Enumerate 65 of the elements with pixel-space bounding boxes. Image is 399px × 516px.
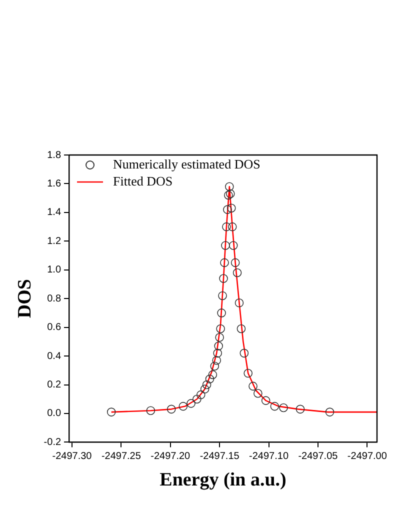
point <box>196 390 206 400</box>
y-tick-label: -0.2 <box>44 436 62 448</box>
y-tick-label: 1.6 <box>47 178 62 190</box>
point <box>146 406 156 416</box>
point <box>218 291 227 300</box>
legend-label: Fitted DOS <box>113 173 173 188</box>
y-axis-title: DOS <box>14 279 36 318</box>
y-tick-label: 1.8 <box>47 150 62 161</box>
point <box>254 388 262 398</box>
point <box>230 258 240 268</box>
y-tick-label: 1.2 <box>47 236 62 247</box>
x-tick-label: -2497.30 <box>52 450 92 462</box>
x-tick-label: -2497.05 <box>298 450 338 462</box>
point <box>325 408 334 416</box>
point <box>202 380 212 390</box>
point <box>226 189 235 198</box>
y-tick-label: 0.0 <box>47 408 62 420</box>
point <box>240 348 249 358</box>
x-tick-label: -2497.10 <box>249 450 289 462</box>
y-tick-label: 0.6 <box>47 322 62 334</box>
point <box>208 370 218 380</box>
point <box>279 403 288 412</box>
point <box>219 274 228 283</box>
point <box>217 308 226 318</box>
point <box>226 204 236 213</box>
y-tick-label: 1.4 <box>47 207 62 218</box>
point <box>200 384 210 394</box>
point <box>216 324 225 334</box>
point <box>228 241 238 250</box>
x-tick-label: -2497.15 <box>200 450 240 462</box>
x-tick-label: -2497.25 <box>101 450 142 462</box>
point <box>178 402 188 411</box>
point <box>236 324 246 334</box>
point <box>232 268 242 278</box>
point <box>228 222 237 232</box>
point <box>106 408 116 416</box>
x-tick-label: -2497.20 <box>150 450 191 462</box>
point <box>296 404 305 414</box>
point <box>223 205 232 214</box>
point <box>212 356 222 365</box>
x-axis-title: Energy (in a.u.) <box>160 470 286 491</box>
point <box>234 298 244 308</box>
point <box>222 222 231 232</box>
point <box>192 394 202 404</box>
point <box>205 374 214 384</box>
point <box>215 332 224 342</box>
point <box>224 190 233 200</box>
point <box>214 342 223 350</box>
y-tick-label: 0.2 <box>47 380 62 391</box>
point <box>244 368 253 378</box>
point <box>213 348 222 358</box>
x-tick-label: -2497.00 <box>347 450 388 462</box>
y-tick-label: 0.4 <box>47 350 62 362</box>
point <box>225 182 234 191</box>
y-tick-label: 1.0 <box>47 264 62 276</box>
point <box>261 396 270 405</box>
y-tick-label: 0.8 <box>47 293 62 304</box>
legend-label: Numerically estimated DOS <box>113 156 260 172</box>
point <box>186 399 196 408</box>
point <box>221 241 230 250</box>
point <box>210 362 220 370</box>
point <box>166 404 176 414</box>
point <box>270 402 280 411</box>
point <box>248 382 258 391</box>
point <box>220 258 229 268</box>
